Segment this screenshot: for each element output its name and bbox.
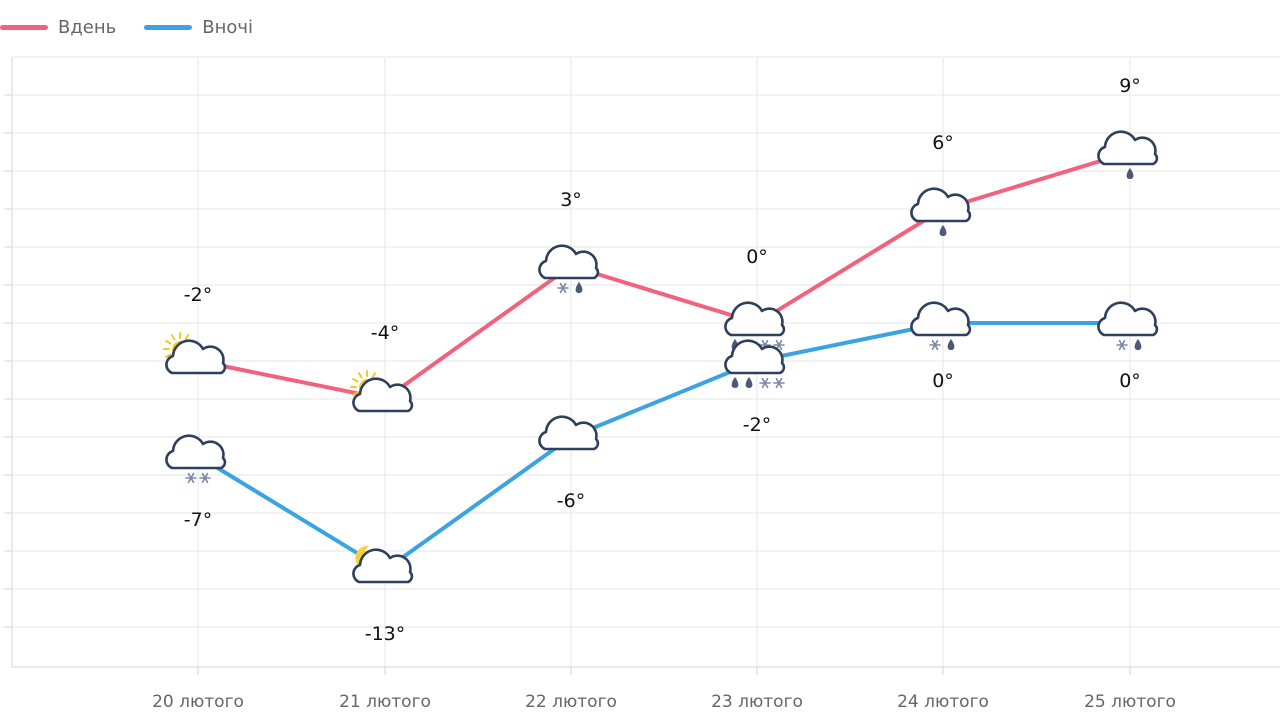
snowflake-arm [559, 282, 567, 294]
raindrop [1134, 339, 1142, 350]
cloud-shape [910, 187, 972, 223]
cloudy-sun-icon [163, 332, 227, 375]
snowflake [185, 472, 197, 484]
snowflake [929, 339, 941, 351]
cloud-shape [538, 244, 600, 280]
legend-item-day[interactable]: Вдень [0, 17, 116, 38]
snowflake-arm [761, 377, 769, 389]
legend-label-day: Вдень [58, 16, 117, 38]
raindrop [575, 282, 583, 293]
cloud-shape [1097, 301, 1159, 337]
cloud-shape [724, 339, 786, 375]
cloud-shape [910, 301, 972, 337]
cloud-shape [1097, 130, 1159, 166]
sun-ray [165, 340, 172, 345]
raindrop [939, 225, 947, 236]
x-axis-labels: 20 лютого 21 лютого 22 лютого 23 лютого 24 л… [152, 692, 1176, 712]
cloud-rain-icon [910, 187, 972, 236]
snowflake [199, 472, 211, 484]
x-tick-label: 24 лютого [897, 692, 989, 712]
cloud-icon [538, 415, 600, 451]
day-temp-label: 9° [1119, 75, 1141, 97]
snowflake-arm [187, 472, 195, 484]
snowflake-arm [201, 472, 209, 484]
night-temp-label: 0° [1119, 370, 1141, 392]
x-tick-label: 20 лютого [152, 692, 244, 712]
night-temp-label: -6° [557, 490, 585, 512]
cloud-shape [165, 434, 227, 470]
day-temp-label: 0° [746, 246, 768, 268]
snowflake-arm [931, 339, 939, 351]
day-temp-label: 3° [560, 189, 582, 211]
raindrop [731, 377, 739, 388]
night-series-line [196, 321, 1132, 572]
sun-ray [165, 353, 172, 358]
cloud-shape [165, 339, 227, 375]
day-series-line [196, 150, 1132, 401]
cloud-shape [724, 301, 786, 337]
day-temp-label: -4° [371, 322, 399, 344]
cloudy-sun-icon [350, 370, 414, 413]
x-tick-label: 23 лютого [711, 692, 803, 712]
cloud-snow-icon [165, 434, 227, 484]
cloudy-moon-icon [352, 545, 414, 584]
night-temp-label: -13° [365, 623, 406, 645]
snowflake [773, 377, 785, 389]
day-temp-label: -2° [184, 284, 212, 306]
cloud-rain-snow-icon [724, 339, 786, 389]
x-tick-label: 21 лютого [339, 692, 431, 712]
snowflake-arm [1118, 339, 1126, 351]
legend-item-night[interactable]: Вночі [144, 17, 253, 38]
night-temp-label: -2° [743, 414, 771, 436]
sun-ray [358, 372, 363, 379]
x-tick-label: 25 лютого [1084, 692, 1176, 712]
x-tick-label: 22 лютого [525, 692, 617, 712]
cloud-shape [352, 377, 414, 413]
snowflake-arm [775, 377, 783, 389]
chart-legend: Вдень Вночі [0, 14, 281, 40]
sun-ray [352, 391, 359, 396]
raindrop [745, 377, 753, 388]
night-temp-label: 0° [932, 370, 954, 392]
raindrop [1126, 168, 1134, 179]
cloud-snow-rain-icon [1097, 301, 1159, 351]
raindrop [947, 339, 955, 350]
legend-label-night: Вночі [202, 16, 254, 38]
day-temp-label: 6° [932, 132, 954, 154]
snowflake [1116, 339, 1128, 351]
snowflake [759, 377, 771, 389]
legend-swatch-night [144, 24, 193, 30]
sun-ray [184, 334, 189, 341]
sun-ray [371, 372, 376, 379]
cloud-snow-rain-icon [910, 301, 972, 351]
cloud-rain-icon [1097, 130, 1159, 179]
legend-swatch-day [0, 24, 48, 30]
cloud-shape [538, 415, 600, 451]
night-temp-label: -7° [184, 509, 212, 531]
sun-ray [171, 334, 176, 341]
cloud-snow-rain-icon [538, 244, 600, 294]
snowflake [557, 282, 569, 294]
cloud-shape [352, 548, 414, 584]
sun-ray [352, 378, 359, 383]
